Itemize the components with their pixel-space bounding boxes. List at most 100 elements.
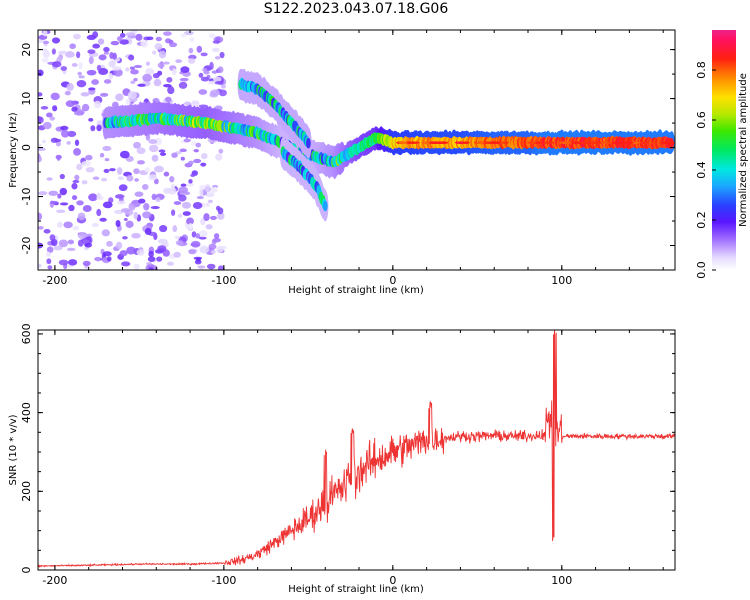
y-tick-label: 0 (20, 567, 33, 574)
noise-blob (157, 245, 167, 252)
noise-blob (82, 260, 91, 267)
noise-blob (41, 139, 47, 144)
noise-blob (81, 160, 92, 167)
spectrogram-frame (37, 29, 676, 271)
noise-blob (124, 67, 130, 72)
noise-blob (76, 163, 83, 171)
noise-blob (188, 222, 193, 230)
noise-blob (127, 91, 137, 99)
noise-blob (74, 174, 80, 181)
noise-blob (130, 80, 136, 85)
noise-blob (214, 80, 224, 85)
colorbar-ticks: 0.0 0.2 0.4 0.6 0.8 (695, 61, 716, 279)
noise-blob (173, 251, 181, 258)
noise-blob (69, 43, 76, 50)
noise-blob (136, 147, 146, 155)
noise-blob (203, 70, 210, 75)
noise-blob (149, 144, 159, 153)
noise-blob (178, 194, 187, 202)
colorbar-label: Normalized spectral amplitude (738, 73, 749, 227)
noise-blob (183, 138, 191, 143)
noise-blob (153, 78, 162, 87)
feature-noise-scatter (38, 30, 227, 270)
noise-blob (71, 195, 78, 201)
noise-blob (179, 77, 189, 82)
noise-blob (184, 30, 194, 36)
noise-blob (144, 81, 151, 86)
noise-blob (85, 233, 93, 237)
noise-blob (148, 139, 158, 145)
noise-blob (42, 30, 48, 37)
noise-blob (68, 204, 75, 212)
x-tick-label: 100 (551, 274, 572, 287)
band-hotspot (527, 141, 537, 144)
noise-blob (59, 173, 65, 180)
noise-blob (167, 261, 174, 266)
noise-blob (191, 231, 197, 238)
spectrogram-marks (38, 30, 675, 270)
noise-blob (163, 171, 170, 177)
noise-blob (155, 36, 162, 42)
colorbar: 0.0 0.2 0.4 0.6 0.8 Normalized spectral ampl… (695, 30, 749, 279)
noise-blob (152, 50, 157, 55)
noise-blob (169, 175, 175, 183)
noise-blob (71, 106, 78, 112)
band-core (305, 137, 311, 149)
noise-blob (115, 93, 124, 101)
noise-blob (155, 197, 161, 203)
noise-blob (188, 249, 197, 255)
noise-blob (200, 76, 210, 82)
noise-blob (111, 66, 122, 71)
noise-blob (130, 69, 139, 75)
noise-blob (198, 236, 207, 240)
noise-blob (170, 209, 176, 216)
noise-blob (78, 62, 83, 70)
noise-blob (118, 184, 128, 192)
noise-blob (158, 149, 166, 153)
noise-blob (153, 165, 164, 173)
noise-blob (91, 79, 99, 85)
noise-blob (56, 209, 66, 214)
noise-blob (175, 240, 184, 246)
noise-blob (144, 167, 150, 173)
noise-blob (101, 177, 108, 182)
noise-blob (110, 40, 120, 46)
noise-blob (148, 267, 154, 270)
band-hotspot (398, 141, 409, 144)
noise-blob (96, 192, 102, 199)
colorbar-tick-label: 0.4 (695, 161, 708, 179)
noise-blob (52, 105, 58, 112)
noise-blob (116, 36, 123, 42)
noise-blob (126, 246, 136, 255)
noise-blob (77, 212, 86, 221)
noise-blob (163, 31, 172, 36)
noise-blob (172, 68, 177, 76)
snr-xlabel: Height of straight line (km) (288, 584, 424, 595)
noise-blob (210, 215, 217, 220)
noise-blob (77, 71, 83, 76)
noise-blob (92, 43, 100, 49)
noise-blob (99, 152, 105, 158)
noise-blob (68, 259, 78, 266)
noise-blob (200, 52, 208, 57)
noise-blob (119, 32, 126, 38)
noise-blob (86, 69, 97, 76)
noise-blob (81, 103, 90, 112)
noise-blob (119, 150, 130, 159)
noise-blob (188, 47, 194, 54)
x-tick-label: -200 (42, 274, 67, 287)
noise-blob (42, 50, 50, 58)
noise-blob (94, 256, 102, 262)
noise-blob (162, 249, 170, 257)
noise-blob (58, 50, 68, 55)
noise-blob (103, 79, 112, 84)
noise-blob (38, 116, 44, 124)
noise-blob (38, 191, 48, 196)
noise-blob (141, 184, 149, 191)
noise-blob (55, 141, 61, 147)
noise-blob (203, 213, 210, 221)
noise-blob (66, 141, 71, 145)
noise-blob (56, 154, 61, 161)
noise-blob (188, 160, 194, 165)
noise-blob (211, 238, 217, 245)
